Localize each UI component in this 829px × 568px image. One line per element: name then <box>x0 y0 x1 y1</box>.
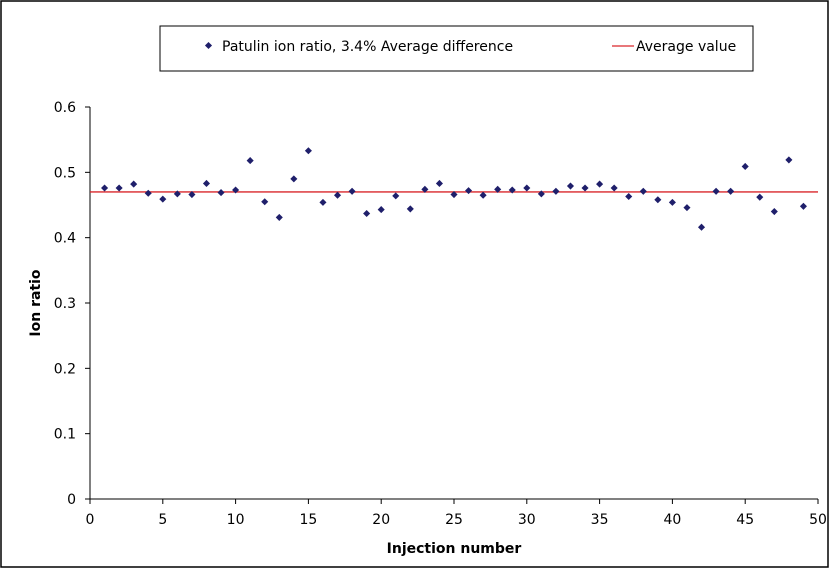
data-point <box>465 187 473 195</box>
data-point <box>756 193 764 201</box>
x-tick-label: 35 <box>591 512 609 528</box>
data-point <box>625 192 633 201</box>
data-point <box>188 191 196 199</box>
legend: Patulin ion ratio, 3.4% Average differen… <box>159 25 754 72</box>
data-point <box>581 184 589 192</box>
data-point <box>275 213 283 221</box>
x-tick-label: 15 <box>299 512 317 528</box>
data-point <box>435 179 443 187</box>
data-point <box>639 187 647 195</box>
plot-area: 0 0.1 0.2 0.3 0.4 0.5 0.6 0 5 10 15 20 25 30 35 40 45 50 <box>54 100 827 528</box>
data-point <box>173 190 181 198</box>
data-point <box>304 147 312 155</box>
data-point <box>363 209 371 218</box>
data-point <box>159 195 167 203</box>
legend-box <box>159 25 754 72</box>
data-point <box>217 189 225 197</box>
y-tick-label: 0.4 <box>54 231 76 247</box>
data-point <box>654 196 662 204</box>
data-point <box>712 187 720 195</box>
data-point <box>290 175 298 183</box>
data-point <box>552 187 560 195</box>
x-tick-label: 5 <box>158 512 167 528</box>
data-point <box>537 190 545 198</box>
x-tick-label: 0 <box>86 512 95 528</box>
data-point <box>319 198 327 206</box>
x-tick-label: 50 <box>809 512 827 528</box>
data-point <box>130 180 138 188</box>
data-point <box>144 189 152 197</box>
y-tick-label: 0 <box>67 492 76 508</box>
data-point <box>115 184 123 192</box>
y-axis-label: Ion ratio <box>28 269 44 337</box>
x-tick-label: 40 <box>663 512 681 528</box>
x-tick-label: 45 <box>736 512 754 528</box>
data-point <box>741 162 749 170</box>
data-point <box>333 191 342 199</box>
x-axis-label: Injection number <box>387 541 522 557</box>
x-tick-label: 20 <box>372 512 390 528</box>
data-point <box>596 180 604 188</box>
data-point <box>348 187 356 195</box>
y-tick-label: 0.5 <box>54 165 76 181</box>
data-point <box>727 187 735 195</box>
data-point <box>683 204 691 212</box>
x-tick-label: 30 <box>518 512 536 528</box>
legend-label-line: Average value <box>636 39 736 55</box>
data-point <box>799 202 807 210</box>
data-point <box>610 184 618 192</box>
x-ticks: 0 5 10 15 20 25 30 35 40 45 50 <box>86 499 827 528</box>
data-point <box>246 157 254 165</box>
data-point <box>421 185 429 193</box>
data-point <box>508 186 516 194</box>
data-point <box>202 179 211 187</box>
y-ticks: 0 0.1 0.2 0.3 0.4 0.5 0.6 <box>54 100 90 508</box>
y-tick-label: 0.2 <box>54 361 76 377</box>
data-point <box>232 186 240 194</box>
data-points <box>101 147 807 231</box>
legend-label-scatter: Patulin ion ratio, 3.4% Average differen… <box>222 39 513 55</box>
data-point <box>377 206 385 214</box>
data-point <box>770 207 778 216</box>
data-point <box>785 156 793 164</box>
y-tick-label: 0.3 <box>54 296 76 312</box>
data-point <box>392 192 400 200</box>
data-point <box>523 184 531 192</box>
data-point <box>668 198 676 206</box>
y-tick-label: 0.6 <box>54 100 76 116</box>
x-tick-label: 10 <box>227 512 245 528</box>
y-tick-label: 0.1 <box>54 427 76 443</box>
data-point <box>101 184 109 192</box>
data-point <box>450 191 458 199</box>
data-point <box>406 205 414 213</box>
x-tick-label: 25 <box>445 512 463 528</box>
data-point <box>261 198 269 206</box>
data-point <box>479 191 487 199</box>
data-point <box>566 182 575 190</box>
data-point <box>697 223 706 231</box>
legend-marker-scatter <box>204 41 213 50</box>
data-point <box>494 185 502 193</box>
